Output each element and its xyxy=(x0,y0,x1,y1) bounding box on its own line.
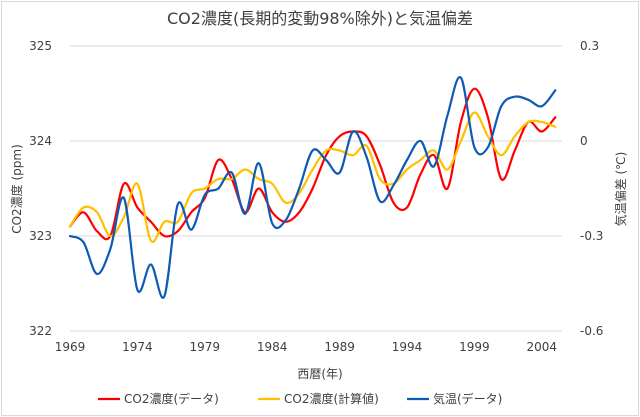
right-axis-ticks: -0.6 -0.3 0 0.3 xyxy=(580,39,603,338)
x-tick-label: 2004 xyxy=(527,340,558,354)
legend-label: CO2濃度(計算値) xyxy=(284,391,379,406)
series-layer xyxy=(68,76,557,299)
co2-data-line xyxy=(68,87,557,241)
right-tick-label: 0 xyxy=(580,134,588,148)
legend-label: 気温(データ) xyxy=(433,391,502,406)
left-tick-label: 322 xyxy=(29,324,52,338)
left-axis-ticks: 322 323 324 325 xyxy=(29,39,52,338)
right-tick-label: -0.3 xyxy=(580,229,603,243)
legend-item-temperature: 気温(データ) xyxy=(407,391,502,406)
left-tick-label: 324 xyxy=(29,134,52,148)
left-tick-label: 323 xyxy=(29,229,52,243)
gridlines xyxy=(70,45,562,332)
right-axis-title: 気温偏差 (℃) xyxy=(613,152,628,227)
x-tick-label: 1994 xyxy=(392,340,423,354)
x-tick-label: 1974 xyxy=(122,340,153,354)
chart-title: CO2濃度(長期的変動98%除外)と気温偏差 xyxy=(167,9,473,28)
x-tick-label: 1999 xyxy=(459,340,490,354)
x-tick-label: 1969 xyxy=(55,340,86,354)
x-tick-label: 1984 xyxy=(257,340,288,354)
co2-calc-line xyxy=(68,111,557,244)
x-axis-ticks: 1969 1974 1979 1984 1989 1994 1999 2004 xyxy=(55,340,557,354)
x-tick-label: 1989 xyxy=(324,340,355,354)
legend-item-co2-data: CO2濃度(データ) xyxy=(98,391,219,406)
left-tick-label: 325 xyxy=(29,39,52,53)
legend-item-co2-calc: CO2濃度(計算値) xyxy=(258,391,379,406)
right-tick-label: -0.6 xyxy=(580,324,603,338)
x-axis-title: 西暦(年) xyxy=(297,367,342,381)
left-axis-title: CO2濃度 (ppm) xyxy=(9,144,24,234)
right-tick-label: 0.3 xyxy=(580,39,599,53)
legend-label: CO2濃度(データ) xyxy=(124,391,219,406)
x-tick-label: 1979 xyxy=(190,340,221,354)
temperature-data-line xyxy=(68,76,557,299)
legend: CO2濃度(データ) CO2濃度(計算値) 気温(データ) xyxy=(98,391,502,406)
